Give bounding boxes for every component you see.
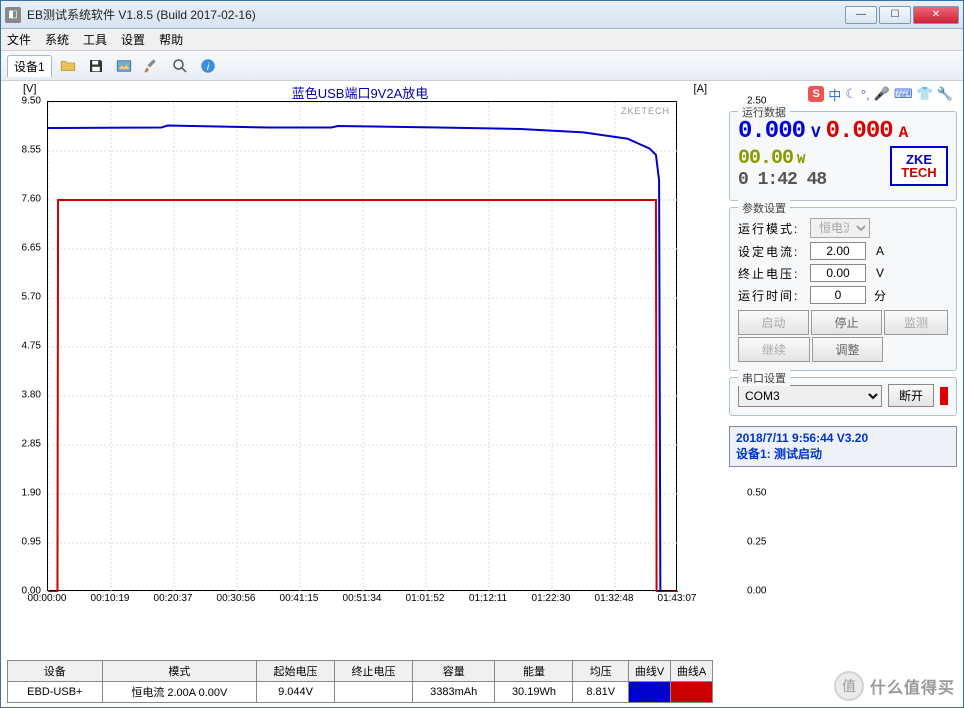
status-line2: 设备1: 测试启动 [736,445,950,462]
power-readout: 00.00 [738,147,793,170]
menu-file[interactable]: 文件 [7,31,31,48]
mode-select[interactable]: 恒电流 [810,218,870,238]
com-port-select[interactable]: COM3 [738,385,882,407]
th-capacity: 容量 [412,661,495,682]
curve-a-swatch [671,682,713,703]
ime-wrench-icon[interactable]: 🔧 [937,86,953,102]
right-pane: S 中 ☾ °, 🎤 ⌨ 👕 🔧 运行数据 0.000V 0.000A 00.0… [729,83,957,467]
menu-system[interactable]: 系统 [45,31,69,48]
ime-mic-icon[interactable]: 🎤 [874,86,890,102]
app-icon: ◧ [5,7,21,23]
toolbar: 设备1 i [1,51,963,81]
th-endv: 终止电压 [335,661,413,682]
com-status-indicator [940,387,948,405]
chart-area: [V] [A] 蓝色USB端口9V2A放电 ZKETECH 9.508.557.… [7,83,713,639]
disconnect-button[interactable]: 断开 [888,384,934,407]
ime-cn[interactable]: 中 [828,85,841,104]
th-curvev: 曲线V [629,661,671,682]
start-button[interactable]: 启动 [738,310,809,335]
tools-icon[interactable] [140,54,164,78]
status-line1: 2018/7/11 9:56:44 V3.20 [736,431,950,445]
ime-s-icon[interactable]: S [808,86,824,102]
current-readout: 0.000 [826,118,893,145]
minimize-button[interactable]: — [845,6,877,24]
voltage-input[interactable] [810,264,866,282]
titlebar: ◧ EB测试系统软件 V1.8.5 (Build 2017-02-16) — ☐… [1,1,963,29]
ime-comma-icon[interactable]: °, [861,87,870,102]
info-icon[interactable]: i [196,54,220,78]
menu-tools[interactable]: 工具 [83,31,107,48]
maximize-button[interactable]: ☐ [879,6,911,24]
th-device: 设备 [8,661,103,682]
chart-title: 蓝色USB端口9V2A放电 [7,83,713,102]
device-tab[interactable]: 设备1 [7,55,52,77]
curve-v-swatch [629,682,671,703]
save-icon[interactable] [84,54,108,78]
table-row: EBD-USB+ 恒电流 2.00A 0.00V 9.044V 3383mAh … [8,682,713,703]
menu-settings[interactable]: 设置 [121,31,145,48]
result-table: 设备 模式 起始电压 终止电压 容量 能量 均压 曲线V 曲线A EBD-USB… [7,660,713,703]
current-input[interactable] [810,242,866,260]
status-box: 2018/7/11 9:56:44 V3.20 设备1: 测试启动 [729,426,957,467]
th-mode: 模式 [102,661,256,682]
footer-icon: 值 [834,671,864,701]
chart-plot: ZKETECH [47,101,677,591]
image-icon[interactable] [112,54,136,78]
menu-help[interactable]: 帮助 [159,31,183,48]
zketech-logo: ZKETECH [890,146,948,186]
app-window: ◧ EB测试系统软件 V1.8.5 (Build 2017-02-16) — ☐… [0,0,964,708]
ime-keyboard-icon[interactable]: ⌨ [894,86,913,102]
footer-watermark: 值 什么值得买 [834,671,955,701]
th-energy: 能量 [495,661,573,682]
voltage-readout: 0.000 [738,118,805,145]
params-panel: 参数设置 运行模式: 恒电流 设定电流: A 终止电压: V 运行时间: 分 启… [729,207,957,371]
com-panel: 串口设置 COM3 断开 [729,377,957,416]
ime-bar: S 中 ☾ °, 🎤 ⌨ 👕 🔧 [729,83,957,105]
runtime-input[interactable] [810,286,866,304]
th-startv: 起始电压 [257,661,335,682]
run-data-panel: 运行数据 0.000V 0.000A 00.00W 0 1:42 48 ZKET… [729,111,957,201]
footer-text: 什么值得买 [870,674,955,698]
th-avg: 均压 [573,661,629,682]
close-button[interactable]: ✕ [913,6,959,24]
monitor-button[interactable]: 监测 [884,310,948,335]
menubar: 文件 系统 工具 设置 帮助 [1,29,963,51]
ime-moon-icon[interactable]: ☾ [845,86,857,102]
stop-button[interactable]: 停止 [811,310,882,335]
adjust-button[interactable]: 调整 [812,337,884,362]
continue-button[interactable]: 继续 [738,337,810,362]
th-curvea: 曲线A [671,661,713,682]
window-title: EB测试系统软件 V1.8.5 (Build 2017-02-16) [27,6,843,23]
search-icon[interactable] [168,54,192,78]
open-icon[interactable] [56,54,80,78]
ime-person-icon[interactable]: 👕 [917,86,933,102]
